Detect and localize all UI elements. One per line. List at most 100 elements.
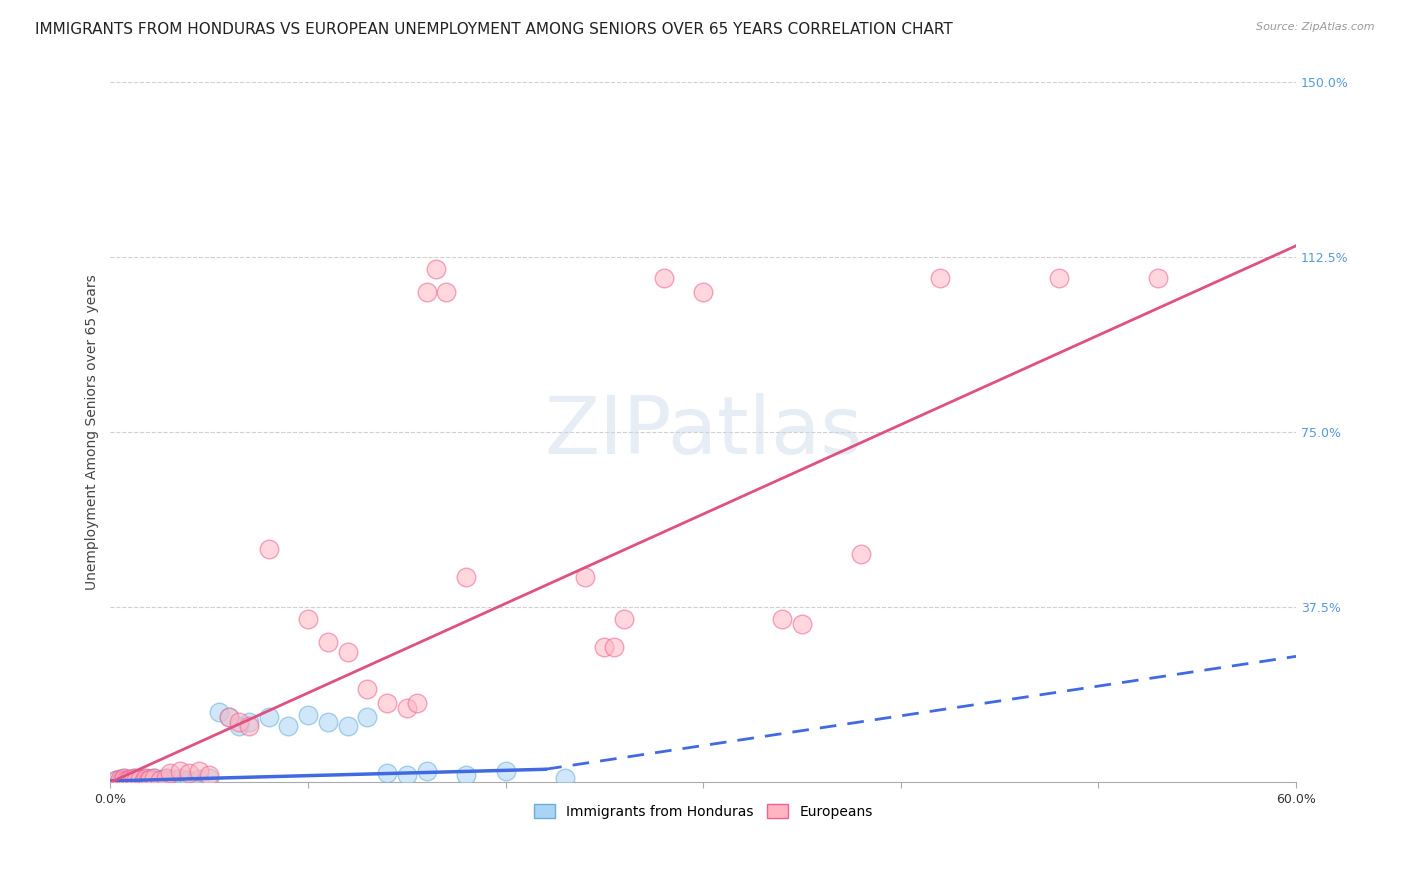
- Point: [356, 681, 378, 696]
- Point: [159, 766, 181, 780]
- Point: [770, 612, 793, 626]
- Text: ZIPatlas: ZIPatlas: [544, 393, 862, 471]
- Point: [159, 772, 181, 787]
- Point: [122, 771, 145, 785]
- Point: [297, 612, 319, 626]
- Point: [135, 772, 157, 787]
- Y-axis label: Unemployment Among Seniors over 65 years: Unemployment Among Seniors over 65 years: [86, 275, 100, 591]
- Point: [132, 771, 155, 785]
- Point: [115, 772, 138, 787]
- Point: [456, 768, 478, 782]
- Point: [117, 772, 139, 787]
- Point: [145, 772, 167, 787]
- Point: [115, 772, 138, 787]
- Point: [554, 771, 576, 785]
- Point: [208, 706, 231, 720]
- Point: [395, 700, 418, 714]
- Point: [652, 271, 675, 285]
- Point: [163, 772, 186, 786]
- Point: [129, 772, 152, 786]
- Point: [136, 772, 159, 787]
- Point: [155, 771, 177, 785]
- Point: [316, 635, 339, 649]
- Point: [135, 771, 157, 785]
- Point: [257, 542, 280, 557]
- Point: [238, 714, 260, 729]
- Point: [169, 771, 191, 785]
- Point: [139, 772, 162, 786]
- Point: [131, 772, 153, 787]
- Point: [375, 696, 398, 710]
- Point: [149, 772, 172, 787]
- Point: [142, 771, 165, 785]
- Point: [110, 772, 132, 786]
- Point: [188, 764, 211, 778]
- Point: [120, 772, 142, 786]
- Point: [179, 766, 201, 780]
- Text: IMMIGRANTS FROM HONDURAS VS EUROPEAN UNEMPLOYMENT AMONG SENIORS OVER 65 YEARS CO: IMMIGRANTS FROM HONDURAS VS EUROPEAN UNE…: [35, 22, 953, 37]
- Point: [129, 772, 152, 786]
- Point: [297, 707, 319, 722]
- Point: [613, 612, 636, 626]
- Point: [692, 285, 714, 300]
- Point: [198, 771, 221, 785]
- Point: [188, 772, 211, 786]
- Point: [111, 772, 134, 787]
- Point: [593, 640, 616, 654]
- Point: [395, 768, 418, 782]
- Point: [316, 714, 339, 729]
- Point: [111, 772, 134, 787]
- Point: [127, 772, 149, 787]
- Point: [1146, 271, 1168, 285]
- Point: [415, 764, 437, 778]
- Legend: Immigrants from Honduras, Europeans: Immigrants from Honduras, Europeans: [529, 798, 879, 824]
- Point: [112, 771, 135, 785]
- Point: [125, 772, 148, 787]
- Point: [179, 772, 201, 787]
- Point: [120, 772, 142, 786]
- Point: [603, 640, 626, 654]
- Point: [112, 771, 135, 785]
- Point: [495, 764, 517, 778]
- Point: [790, 616, 813, 631]
- Point: [257, 710, 280, 724]
- Point: [169, 764, 191, 778]
- Point: [1047, 271, 1070, 285]
- Point: [132, 772, 155, 787]
- Text: Source: ZipAtlas.com: Source: ZipAtlas.com: [1257, 22, 1375, 32]
- Point: [218, 710, 240, 724]
- Point: [375, 766, 398, 780]
- Point: [117, 772, 139, 787]
- Point: [228, 719, 250, 733]
- Point: [121, 772, 143, 787]
- Point: [110, 772, 132, 786]
- Point: [198, 768, 221, 782]
- Point: [136, 772, 159, 787]
- Point: [149, 772, 172, 787]
- Point: [150, 772, 173, 786]
- Point: [125, 772, 148, 787]
- Point: [238, 719, 260, 733]
- Point: [574, 570, 596, 584]
- Point: [929, 271, 952, 285]
- Point: [228, 714, 250, 729]
- Point: [851, 547, 873, 561]
- Point: [336, 645, 359, 659]
- Point: [121, 772, 143, 787]
- Point: [456, 570, 478, 584]
- Point: [174, 772, 197, 787]
- Point: [218, 710, 240, 724]
- Point: [105, 772, 128, 787]
- Point: [356, 710, 378, 724]
- Point: [141, 772, 163, 787]
- Point: [155, 771, 177, 785]
- Point: [277, 719, 299, 733]
- Point: [405, 696, 427, 710]
- Point: [139, 772, 162, 786]
- Point: [122, 771, 145, 785]
- Point: [434, 285, 457, 300]
- Point: [142, 771, 165, 785]
- Point: [336, 719, 359, 733]
- Point: [105, 772, 128, 787]
- Point: [415, 285, 437, 300]
